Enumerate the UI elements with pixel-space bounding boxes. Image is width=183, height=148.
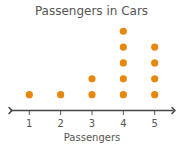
html-text:Passengers in Cars: Passengers in Cars [34, 4, 149, 18]
svg-text:3: 3 [89, 118, 95, 129]
svg-text:Passengers: Passengers [64, 132, 120, 143]
svg-text:2: 2 [57, 118, 63, 129]
svg-text:4: 4 [120, 118, 126, 129]
svg-text:1: 1 [26, 118, 32, 129]
svg-text:5: 5 [152, 118, 158, 129]
